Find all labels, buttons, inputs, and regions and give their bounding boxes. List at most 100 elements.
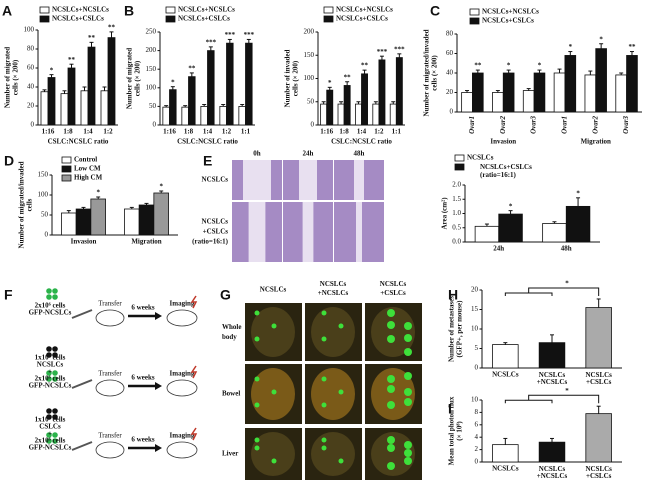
gfp-spot — [404, 348, 412, 356]
cell-icon — [46, 408, 52, 414]
significance-bracket — [504, 394, 600, 404]
row-label: Liver — [222, 450, 238, 458]
y-tick-label: 5 — [475, 344, 479, 352]
y-tick-label: 0.5 — [452, 223, 461, 231]
significance-star: * — [538, 62, 542, 70]
bar — [502, 72, 515, 113]
bar — [75, 208, 92, 236]
y-tick-label: 40 — [27, 83, 35, 91]
significance-star: * — [171, 78, 175, 86]
y-tick-label: 100 — [304, 74, 315, 82]
y-tick-label: 1.5 — [452, 195, 461, 203]
arrowhead — [155, 312, 162, 320]
arrowhead — [155, 444, 162, 452]
bar — [565, 205, 591, 243]
mouse — [166, 309, 198, 327]
gfp-spot — [321, 402, 327, 408]
x-tick-label: NCSLCs +CSLCs — [585, 371, 612, 386]
bar — [80, 90, 89, 126]
cell-label: + — [48, 430, 52, 438]
panel-letter: G — [220, 287, 231, 303]
cell-label: 1x10⁶ cells — [35, 416, 66, 424]
y-axis-label: Number of migrated/invaded — [423, 29, 431, 116]
y-axis-label: Number of metastases — [448, 296, 456, 362]
y-axis-label: (× 10⁸) — [456, 421, 464, 441]
bar — [542, 223, 567, 243]
wound-gap — [302, 202, 314, 262]
y-tick-label: 20 — [446, 88, 454, 96]
row-label: Bowel — [222, 390, 240, 398]
row-label: Whole body — [222, 323, 241, 341]
gfp-spot — [254, 336, 260, 342]
gfp-spot — [338, 458, 344, 464]
row-label: (ratio=16:1) — [192, 238, 229, 246]
y-axis-label: cells (× 200) — [134, 60, 142, 96]
gfp-spot — [404, 457, 412, 465]
significance-star: ** — [68, 56, 76, 64]
y-axis-label: Number of migrated — [4, 47, 12, 108]
legend-label: NCSLCs+CSLCs — [482, 17, 534, 25]
legend-label: High CM — [74, 174, 103, 182]
panel-letter: E — [203, 153, 212, 169]
column-header: 24h — [303, 150, 314, 158]
x-tick-label: 1:16 — [163, 128, 176, 136]
mouse — [95, 441, 125, 459]
y-tick-label: 0 — [45, 231, 49, 239]
significance-star: * — [96, 189, 100, 197]
syringe — [71, 379, 93, 389]
cell-icon — [46, 414, 52, 420]
cell-label: 2x10⁶ cells — [35, 302, 66, 310]
gfp-spot — [387, 309, 395, 317]
gfp-spot — [338, 389, 344, 395]
bar — [492, 444, 519, 463]
bar — [107, 37, 116, 126]
light-icon — [190, 365, 198, 379]
gfp-spot — [404, 334, 412, 342]
tissue — [311, 368, 355, 420]
legend-swatch — [323, 15, 334, 23]
y-tick-label: 150 — [304, 51, 315, 59]
significance-star: ** — [361, 62, 369, 70]
y-tick-label: 0 — [311, 121, 315, 129]
tissue — [371, 432, 415, 476]
cell-label: NCSLCs — [37, 361, 64, 369]
bar — [207, 50, 215, 126]
legend-swatch — [454, 163, 465, 171]
light-icon — [190, 427, 198, 441]
y-axis-label: Number of migrated — [126, 48, 134, 109]
tissue — [251, 307, 295, 357]
x-tick-label: Ovar1 — [561, 116, 569, 134]
bar — [100, 90, 109, 126]
panel-letter: C — [430, 3, 440, 19]
panel-letter: B — [124, 3, 134, 19]
x-tick-label: Migration — [131, 238, 161, 246]
imaging-label: Imaging — [170, 432, 195, 440]
column-header: 48h — [354, 150, 365, 158]
gfp-spot — [271, 458, 277, 464]
transfer-label: Transfer — [98, 432, 122, 440]
significance-star: *** — [394, 45, 405, 53]
y-axis-label: cells (× 200) — [12, 59, 20, 95]
bar — [389, 103, 397, 126]
y-tick-label: 4 — [475, 433, 479, 441]
gfp-spot — [404, 449, 412, 457]
x-axis-label: CSLC:NCSLC ratio — [177, 138, 238, 146]
y-tick-label: 40 — [446, 69, 454, 77]
gfp-spot — [254, 310, 260, 316]
syringe — [71, 441, 93, 451]
row-label: NCSLCs — [202, 176, 229, 184]
y-tick-label: 1.0 — [452, 209, 461, 217]
tissue — [311, 432, 355, 476]
bar — [337, 103, 345, 126]
y-tick-label: 6 — [475, 420, 479, 428]
x-tick-label: 1:8 — [184, 128, 194, 136]
y-axis-label: Mean total photon flux — [448, 396, 456, 465]
bar — [533, 72, 546, 113]
bar — [585, 413, 612, 463]
y-tick-label: 50 — [307, 97, 315, 105]
significance-star: *** — [377, 48, 388, 56]
gfp-spot — [387, 385, 395, 393]
x-tick-label: 1:4 — [203, 128, 213, 136]
bar — [181, 106, 189, 126]
duration-label: 6 weeks — [131, 374, 154, 382]
